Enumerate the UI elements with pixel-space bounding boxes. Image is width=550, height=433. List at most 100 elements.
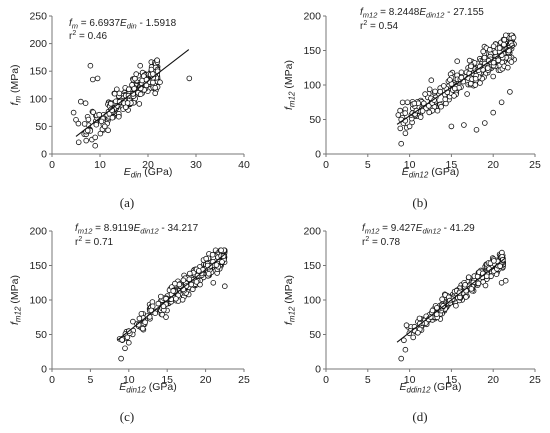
data-point	[398, 355, 405, 362]
x-tick-label: 0	[323, 159, 329, 171]
chart-panel-2: 0 50 100 150 200 0 5 10 15 20 25 Edin12 (GPa) fm12 (…	[283, 7, 541, 210]
data-point	[442, 96, 449, 102]
data-point	[429, 307, 436, 314]
data-point	[426, 109, 433, 116]
data-point	[126, 86, 132, 93]
data-point	[173, 295, 179, 302]
data-point	[501, 36, 508, 43]
data-point	[495, 57, 502, 63]
data-point	[119, 337, 125, 343]
r-squared: r2 = 0.71	[75, 236, 114, 248]
x-tick-label: 20	[487, 159, 499, 171]
data-point	[403, 322, 410, 329]
data-point	[422, 91, 428, 97]
data-point	[193, 279, 200, 285]
data-point	[465, 274, 472, 281]
trend-line	[396, 257, 507, 343]
data-point	[451, 93, 457, 99]
data-point	[491, 258, 497, 264]
data-point	[504, 64, 511, 71]
data-point	[419, 108, 426, 114]
data-point	[490, 73, 497, 80]
data-point	[176, 281, 183, 288]
x-tick-label: 5	[365, 159, 371, 171]
x-tick-label: 25	[529, 159, 541, 171]
data-point	[451, 85, 458, 92]
data-point	[401, 337, 407, 344]
x-axis-label: Edin (GPa)	[124, 166, 173, 180]
data-point	[109, 114, 116, 121]
data-point	[152, 90, 159, 97]
data-point	[114, 86, 120, 93]
data-point	[102, 123, 108, 130]
data-point	[486, 46, 493, 53]
data-point	[210, 279, 217, 286]
x-tick-label: 30	[190, 159, 202, 171]
r-squared: r2 = 0.78	[362, 236, 401, 248]
y-tick-label: 200	[303, 11, 321, 23]
data-point	[87, 62, 94, 69]
data-point	[399, 99, 406, 106]
data-point	[111, 90, 118, 97]
data-point	[155, 300, 162, 307]
data-point	[213, 262, 220, 268]
data-point	[141, 73, 147, 79]
data-point	[447, 77, 453, 83]
data-point	[108, 101, 114, 107]
data-point	[481, 120, 488, 126]
data-point	[472, 82, 479, 88]
data-point	[92, 142, 98, 149]
panel-label: (b)	[412, 195, 427, 210]
y-tick-label: 50	[35, 121, 47, 133]
data-point	[468, 286, 475, 292]
data-point	[75, 120, 82, 127]
data-point	[78, 98, 84, 105]
data-point	[458, 69, 465, 76]
data-point	[158, 293, 164, 300]
y-tick-label: 0	[41, 364, 47, 376]
y-tick-label: 100	[303, 80, 321, 92]
data-point	[438, 103, 444, 110]
data-point	[490, 59, 497, 66]
data-point	[398, 140, 405, 147]
data-point	[196, 268, 202, 274]
chart-panel-4: 0 50 100 150 200 0 5 10 15 20 25 Eddin12 (GPa) fm12 …	[283, 223, 541, 424]
x-tick-label: 15	[161, 374, 173, 386]
data-point	[501, 41, 507, 48]
data-point	[132, 75, 138, 82]
data-point	[426, 86, 433, 93]
data-point	[186, 276, 193, 283]
data-point	[483, 273, 490, 280]
y-tick-label: 250	[29, 11, 47, 23]
scatter-points	[395, 32, 517, 147]
x-tick-label: 20	[487, 374, 499, 386]
data-point	[70, 109, 77, 116]
x-axis-label: Edin12 (GPa)	[402, 166, 460, 180]
trend-line	[116, 253, 226, 341]
x-tick-label: 5	[87, 374, 93, 386]
data-point	[205, 270, 212, 277]
x-tick-label: 20	[142, 159, 154, 171]
data-point	[402, 130, 409, 137]
data-point	[416, 315, 423, 322]
data-point	[502, 277, 509, 284]
data-point	[475, 280, 482, 287]
x-tick-label: 10	[123, 374, 135, 386]
data-point	[209, 251, 216, 258]
data-point	[427, 314, 434, 320]
data-point	[142, 319, 148, 326]
data-point	[136, 101, 143, 107]
y-tick-label: 150	[29, 260, 47, 272]
data-point	[143, 82, 150, 89]
data-point	[464, 91, 470, 97]
y-tick-label: 200	[303, 226, 321, 238]
trend-line	[75, 49, 190, 137]
data-point	[473, 127, 480, 133]
scatter-points	[70, 57, 193, 149]
data-point	[130, 318, 136, 325]
y-axis-label: fm12 (MPa)	[9, 275, 23, 325]
data-point	[482, 282, 489, 289]
y-axis-label: fm12 (MPa)	[283, 60, 297, 110]
data-point	[124, 334, 131, 341]
